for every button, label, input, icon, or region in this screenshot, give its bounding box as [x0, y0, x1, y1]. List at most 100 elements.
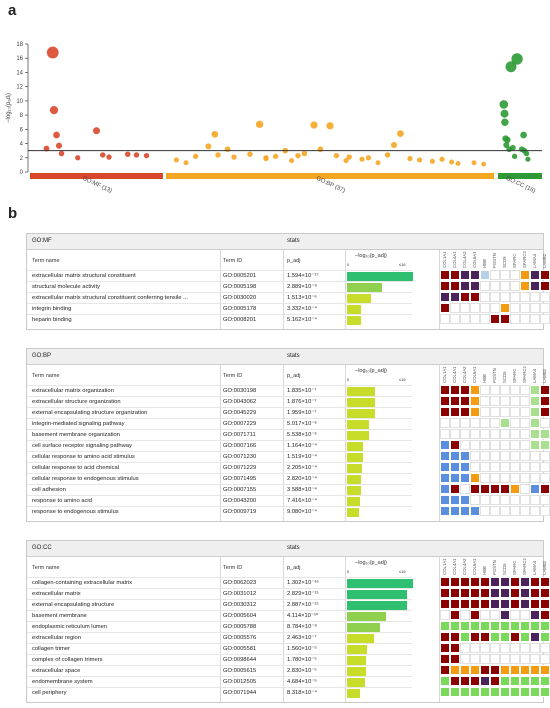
- gene-evidence-cell: [440, 506, 450, 516]
- p-adj-value: 2.820×10⁻⁴: [287, 476, 317, 482]
- gene-evidence-cell: [480, 429, 490, 439]
- data-point: [511, 153, 518, 160]
- log-p-bar: [347, 387, 375, 396]
- gene-evidence-cell: [470, 654, 480, 664]
- gene-evidence-cell: [490, 632, 500, 642]
- gene-evidence-cell: [510, 665, 520, 675]
- gene-evidence-cell: [490, 270, 500, 280]
- data-point: [295, 152, 301, 159]
- table-row[interactable]: cell surface receptor signaling pathway G…: [27, 440, 412, 452]
- table-row[interactable]: collagen trimer GO:0005581 1.560×10⁻⁵: [27, 643, 412, 655]
- gene-evidence-cell: [540, 385, 550, 395]
- data-point: [375, 160, 381, 166]
- table-row[interactable]: extracellular matrix structural constitu…: [27, 270, 413, 282]
- gene-column-label: SPARC: [512, 560, 517, 576]
- gene-evidence-cell: [530, 396, 540, 406]
- gene-evidence-cell: [500, 577, 510, 587]
- log-p-bar: [347, 398, 375, 407]
- gene-evidence-cell: [530, 473, 540, 483]
- table-row[interactable]: collagen-containing extracellular matrix…: [27, 577, 413, 589]
- gene-evidence-cell: [450, 665, 460, 675]
- gene-evidence-cell: [540, 588, 550, 598]
- gene-evidence-cell: [520, 506, 530, 516]
- gene-evidence-cell: [490, 484, 500, 494]
- col-term-id: Term ID: [223, 258, 243, 264]
- table-row[interactable]: response to amino acid GO:0043200 7.416×10…: [27, 495, 412, 507]
- gene-evidence-cell: [530, 281, 540, 291]
- gene-evidence-cell: [540, 484, 550, 494]
- gene-evidence-cell: [480, 396, 490, 406]
- gene-evidence-cell: [510, 314, 520, 324]
- gene-column-label: SCD5: [502, 371, 507, 383]
- gene-evidence-cell: [470, 473, 480, 483]
- gene-evidence-cell: [510, 654, 520, 664]
- table-row[interactable]: complex of collagen trimers GO:0098644 1.7…: [27, 654, 412, 666]
- gene-evidence-cell: [440, 407, 450, 417]
- gene-evidence-cell: [460, 577, 470, 587]
- gene-evidence-cell: [460, 303, 470, 313]
- table-row[interactable]: cell periphery GO:0071944 8.318×10⁻⁴: [27, 687, 412, 699]
- table-row[interactable]: response to endogenous stimulus GO:000971…: [27, 506, 412, 518]
- term-id: GO:0007229: [223, 421, 257, 427]
- table-row[interactable]: cellular response to amino acid stimulus…: [27, 451, 412, 463]
- gene-evidence-cell: [540, 314, 550, 324]
- gene-column-label: POSTN: [492, 368, 497, 383]
- table-row[interactable]: integrin binding GO:0005178 3.332×10⁻⁴: [27, 303, 412, 315]
- gene-evidence-cell: [440, 429, 450, 439]
- table-row[interactable]: external encapsulating structure organiz…: [27, 407, 412, 419]
- term-id: GO:0071495: [223, 476, 257, 482]
- gene-evidence-cell: [530, 429, 540, 439]
- bar-scale-max: ≤16: [399, 262, 406, 267]
- group-band: [498, 173, 542, 179]
- gene-evidence-cell: [520, 396, 530, 406]
- table-row[interactable]: extracellular space GO:0005615 2.830×10⁻⁵: [27, 665, 412, 677]
- table-row[interactable]: extracellular matrix organization GO:0030…: [27, 385, 412, 397]
- gene-evidence-cell: [540, 462, 550, 472]
- gene-evidence-cell: [440, 632, 450, 642]
- y-tick-label: 18: [16, 42, 23, 48]
- gene-evidence-cell: [530, 385, 540, 395]
- data-point: [509, 144, 516, 151]
- log-p-bar: [347, 409, 375, 418]
- gene-evidence-cell: [520, 385, 530, 395]
- table-row[interactable]: integrin-mediated signaling pathway GO:00…: [27, 418, 412, 430]
- gene-evidence-cell: [500, 621, 510, 631]
- y-tick-label: 14: [16, 70, 23, 76]
- gene-evidence-cell: [470, 440, 480, 450]
- table-row[interactable]: endoplasmic reticulum lumen GO:0005788 8.7…: [27, 621, 412, 633]
- table-row[interactable]: cellular response to endogenous stimulus…: [27, 473, 412, 485]
- data-point: [365, 155, 372, 161]
- log-p-bar: [347, 442, 364, 451]
- gene-evidence-cell: [450, 440, 460, 450]
- p-adj-value: 2.829×10⁻¹⁵: [287, 591, 319, 597]
- term-name: extracellular structure organization: [32, 399, 121, 405]
- table-row[interactable]: extracellular structure organization GO:0…: [27, 396, 412, 408]
- log-p-bar: [347, 497, 360, 506]
- log-p-bar: [347, 689, 360, 698]
- table-row[interactable]: cell adhesion GO:0007155 3.588×10⁻⁴: [27, 484, 412, 496]
- data-point: [505, 61, 517, 73]
- gene-evidence-cell: [440, 418, 450, 428]
- term-id: GO:0098644: [223, 657, 257, 663]
- table-row[interactable]: basement membrane organization GO:0071711…: [27, 429, 412, 441]
- gene-evidence-cell: [490, 665, 500, 675]
- table-row[interactable]: external encapsulating structure GO:00303…: [27, 599, 412, 611]
- column-divider: [345, 250, 346, 329]
- gene-evidence-cell: [470, 588, 480, 598]
- table-row[interactable]: extracellular region GO:0005576 2.463×10⁻⁷: [27, 632, 412, 644]
- p-adj-value: 2.889×10⁻⁹: [287, 284, 317, 290]
- gene-column-label: HBB: [482, 374, 487, 383]
- gene-evidence-cell: [510, 495, 520, 505]
- term-name: cellular response to endogenous stimulus: [32, 476, 139, 482]
- table-row[interactable]: structural molecule activity GO:0005198 2.…: [27, 281, 412, 293]
- table-row[interactable]: extracellular matrix structural constitu…: [27, 292, 412, 304]
- gene-evidence-cell: [460, 610, 470, 620]
- table-row[interactable]: endomembrane system GO:0012505 4.684×10⁻⁵: [27, 676, 412, 688]
- table-row[interactable]: basement membrane GO:0005604 4.114×10⁻¹⁰: [27, 610, 412, 622]
- table-row[interactable]: extracellular matrix GO:0031012 2.829×10⁻¹…: [27, 588, 412, 600]
- table-row[interactable]: heparin binding GO:0008201 5.162×10⁻⁴: [27, 314, 412, 326]
- table-row[interactable]: cellular response to acid chemical GO:007…: [27, 462, 412, 474]
- gene-evidence-cell: [440, 621, 450, 631]
- gene-evidence-cell: [520, 687, 530, 697]
- gene-evidence-cell: [490, 643, 500, 653]
